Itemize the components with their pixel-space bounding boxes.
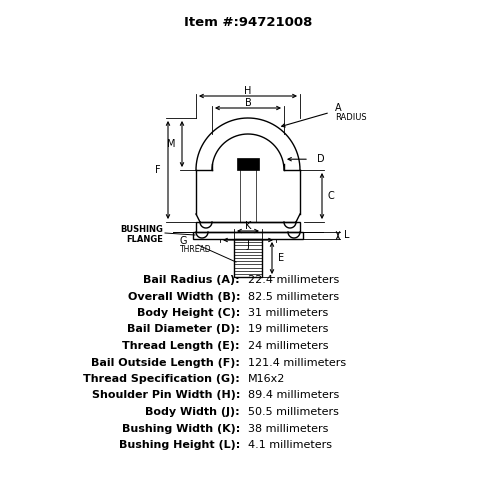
Text: RADIUS: RADIUS xyxy=(335,113,366,122)
Bar xyxy=(237,158,259,170)
Text: L: L xyxy=(344,230,350,240)
Text: B: B xyxy=(244,98,252,108)
Bar xyxy=(234,239,262,277)
Bar xyxy=(196,222,300,232)
Text: J: J xyxy=(246,240,250,250)
Bar xyxy=(193,232,303,239)
Text: 50.5 millimeters: 50.5 millimeters xyxy=(248,407,339,417)
Text: Thread Length (E):: Thread Length (E): xyxy=(122,341,240,351)
Text: Item #:94721008: Item #:94721008 xyxy=(184,16,312,28)
Text: F: F xyxy=(156,165,161,175)
Text: Bushing Width (K):: Bushing Width (K): xyxy=(122,424,240,434)
Text: Overall Width (B):: Overall Width (B): xyxy=(128,292,240,302)
Text: 82.5 millimeters: 82.5 millimeters xyxy=(248,292,339,302)
Text: 89.4 millimeters: 89.4 millimeters xyxy=(248,390,339,400)
Text: C: C xyxy=(328,191,335,201)
Text: Shoulder Pin Width (H):: Shoulder Pin Width (H): xyxy=(92,390,240,400)
Text: Body Width (J):: Body Width (J): xyxy=(146,407,240,417)
Text: 24 millimeters: 24 millimeters xyxy=(248,341,328,351)
Text: FLANGE: FLANGE xyxy=(126,234,163,244)
Text: 121.4 millimeters: 121.4 millimeters xyxy=(248,358,346,368)
Text: Bushing Height (L):: Bushing Height (L): xyxy=(119,440,240,450)
Text: Thread Specification (G):: Thread Specification (G): xyxy=(83,374,240,384)
Text: 38 millimeters: 38 millimeters xyxy=(248,424,328,434)
Text: K: K xyxy=(245,221,251,231)
Text: 19 millimeters: 19 millimeters xyxy=(248,324,328,334)
Text: Bail Radius (A):: Bail Radius (A): xyxy=(144,275,240,285)
Text: Bail Outside Length (F):: Bail Outside Length (F): xyxy=(91,358,240,368)
Text: M: M xyxy=(168,139,176,149)
Text: Bail Diameter (D):: Bail Diameter (D): xyxy=(127,324,240,334)
Text: BUSHING: BUSHING xyxy=(120,224,163,234)
Text: D: D xyxy=(317,154,324,164)
Text: G: G xyxy=(180,236,188,246)
Text: THREAD: THREAD xyxy=(180,244,212,254)
Text: E: E xyxy=(278,253,284,263)
Text: Body Height (C):: Body Height (C): xyxy=(137,308,240,318)
Text: M16x2: M16x2 xyxy=(248,374,286,384)
Text: A: A xyxy=(335,104,342,114)
Text: H: H xyxy=(244,86,252,96)
Text: 31 millimeters: 31 millimeters xyxy=(248,308,328,318)
Text: 4.1 millimeters: 4.1 millimeters xyxy=(248,440,332,450)
Text: 22.4 millimeters: 22.4 millimeters xyxy=(248,275,339,285)
